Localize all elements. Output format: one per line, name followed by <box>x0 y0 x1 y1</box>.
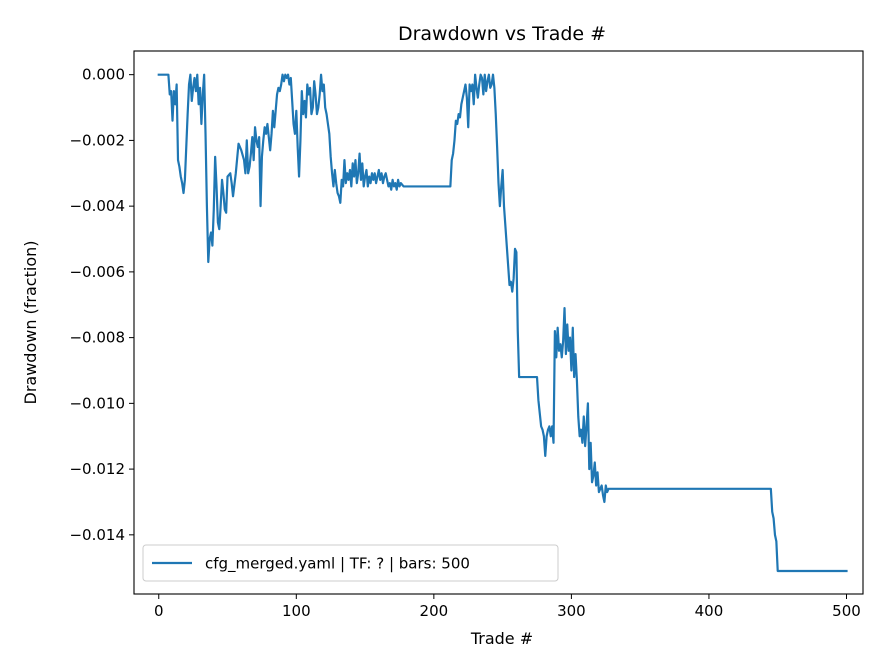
legend: cfg_merged.yaml | TF: ? | bars: 500 <box>142 544 559 582</box>
series-line <box>157 73 848 573</box>
legend-box <box>142 544 559 582</box>
x-tick-label: 0 <box>154 602 164 620</box>
y-tick-label: −0.002 <box>69 131 125 149</box>
x-axis-ticks: 0 100 200 300 400 500 <box>154 594 861 620</box>
x-tick-label: 500 <box>832 602 861 620</box>
y-tick-label: −0.006 <box>69 263 125 281</box>
legend-label: cfg_merged.yaml | TF: ? | bars: 500 <box>205 555 470 574</box>
y-tick-label: 0.000 <box>82 66 125 84</box>
y-tick-label: −0.014 <box>69 526 125 544</box>
x-tick-label: 400 <box>695 602 724 620</box>
y-axis-ticks: 0.000 −0.002 −0.004 −0.006 −0.008 −0.010 −0.01… <box>69 66 134 544</box>
axes-frame <box>133 50 864 595</box>
x-axis-label: Trade # <box>470 629 533 648</box>
x-tick-label: 200 <box>420 602 449 620</box>
y-tick-label: −0.010 <box>69 394 125 412</box>
y-axis-label: Drawdown (fraction) <box>21 241 40 405</box>
y-tick-label: −0.008 <box>69 329 125 347</box>
x-tick-label: 100 <box>282 602 311 620</box>
y-tick-label: −0.004 <box>69 197 125 215</box>
y-tick-label: −0.012 <box>69 460 125 478</box>
chart-title: Drawdown vs Trade # <box>398 23 606 45</box>
plot-area <box>157 73 848 573</box>
x-tick-label: 300 <box>557 602 586 620</box>
